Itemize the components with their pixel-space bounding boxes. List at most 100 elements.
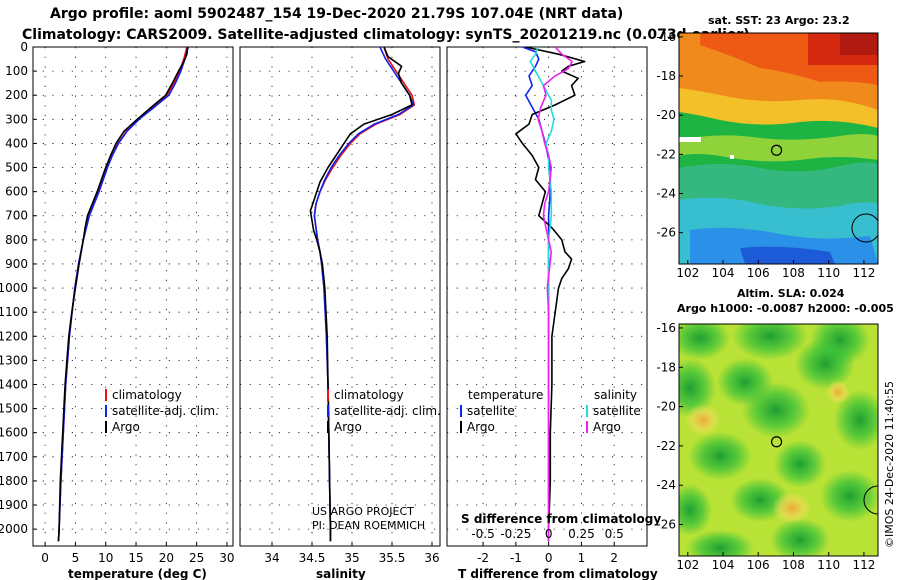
salinity-xtick-label: 35 (344, 551, 359, 565)
difference-xtick-label: -2 (477, 551, 489, 565)
salinity-xtick-label: 35.5 (379, 551, 406, 565)
difference-xtick-label: 1 (578, 551, 586, 565)
temperature-xtick-label: 30 (219, 551, 234, 565)
depth-tick-label: 1400 (0, 377, 28, 391)
map-ytick-label: -18 (656, 69, 676, 83)
float-location-marker (770, 144, 783, 156)
depth-axis: 0 100 200 300 400 500 600 700 800 900 1000 1100 1200… (0, 40, 37, 536)
difference-xlabel: T difference from climatology (458, 567, 658, 580)
map-ytick-label: -18 (656, 360, 676, 374)
map-xtick-label: 110 (817, 558, 840, 572)
depth-tick-label: 0 (20, 40, 28, 54)
depth-tick-label: 300 (5, 112, 28, 126)
depth-tick-label: 600 (5, 185, 28, 199)
depth-tick-label: 100 (5, 64, 28, 78)
temperature-xtick-label: 25 (189, 551, 204, 565)
temperature-xtick-label: 0 (41, 551, 49, 565)
map-ytick-label: -22 (656, 439, 676, 453)
temperature-xlabel: temperature (deg C) (68, 567, 207, 580)
temperature-plot-area (32, 46, 234, 547)
legend-label-satellite: satellite-adj. clim. (334, 404, 441, 418)
temperature-panel: 0 5 10 15 20 25 30 (32, 46, 235, 565)
map-ytick-label: -22 (656, 147, 676, 161)
depth-tick-label: 1100 (0, 305, 28, 319)
difference-legend: temperature salinity satellite Argo sate… (460, 388, 641, 434)
map-xtick-label: 112 (852, 558, 875, 572)
depth-tick-label: 700 (5, 209, 28, 223)
map-ytick-label: -20 (656, 400, 676, 414)
legend-label-temperature-argo: Argo (467, 420, 495, 434)
legend-header-salinity: salinity (594, 388, 637, 402)
map-xtick-label: 108 (782, 558, 805, 572)
legend-label-satellite: satellite-adj. clim. (112, 404, 219, 418)
sla-map: 102 104 106 108 110 112 -16 -18 -20 -22 -24 -26 (656, 321, 879, 572)
temperature-xtick-label: 5 (72, 551, 80, 565)
map-xtick-label: 106 (747, 266, 770, 280)
salinity-panel: 34 34.5 35 35.5 36 (239, 46, 441, 565)
legend-label-argo: Argo (334, 420, 362, 434)
difference-xtick-label: -1 (510, 551, 522, 565)
climatology-title: Climatology: CARS2009. Satellite-adjuste… (22, 27, 750, 43)
map-ytick-label: -20 (656, 108, 676, 122)
temperature-xtick-label: 20 (159, 551, 174, 565)
salinity-plot-area (239, 46, 441, 547)
depth-tick-label: 1500 (0, 402, 28, 416)
series-line-salinity-argo (537, 46, 574, 542)
legend-label-salinity-argo: Argo (593, 420, 621, 434)
legend-label-climatology: climatology (334, 388, 404, 402)
temperature-legend: climatology satellite-adj. clim. Argo (105, 388, 219, 434)
series-line-temperature-argo (515, 46, 586, 542)
legend-label-salinity-satellite: satellite (593, 404, 641, 418)
map-ytick-label: -26 (656, 518, 676, 532)
map-xtick-label: 112 (852, 266, 875, 280)
difference-xtick-label: 0 (545, 551, 553, 565)
map-xtick-label: 102 (676, 266, 699, 280)
depth-tick-label: 500 (5, 161, 28, 175)
s-difference-tick-label: -0.25 (500, 527, 531, 541)
s-difference-tick-label: 0.5 (605, 527, 624, 541)
series-line-argo (57, 46, 189, 542)
series-line-argo (309, 46, 413, 542)
s-difference-ticks: -0.5 -0.25 0 0.25 0.5 (471, 527, 623, 541)
legend-header-temperature: temperature (468, 388, 543, 402)
project-credit: US ARGO PROJECT (312, 505, 414, 518)
legend-label-climatology: climatology (112, 388, 182, 402)
s-difference-tick-label: 0 (545, 527, 553, 541)
depth-tick-label: 900 (5, 257, 28, 271)
sst-title: sat. SST: 23 Argo: 23.2 (708, 14, 850, 27)
sst-map: 102 104 106 108 110 112 -16 -18 -20 -22 -24 -26 (656, 30, 879, 280)
depth-tick-label: 1600 (0, 426, 28, 440)
temperature-xtick-label: 10 (98, 551, 113, 565)
difference-xtick-label: 2 (610, 551, 618, 565)
legend-label-argo: Argo (112, 420, 140, 434)
depth-tick-label: 1300 (0, 353, 28, 367)
depth-tick-label: 1900 (0, 498, 28, 512)
depth-tick-label: 800 (5, 233, 28, 247)
map-ytick-label: -24 (656, 478, 676, 492)
map-xtick-label: 108 (782, 266, 805, 280)
depth-tick-label: 1200 (0, 329, 28, 343)
depth-tick-label: 1700 (0, 450, 28, 464)
difference-panel: -2 -1 0 1 2 (446, 46, 648, 565)
s-difference-label: S difference from climatology (461, 512, 661, 526)
imos-credit: ©IMOS 24-Dec-2020 11:40:55 (883, 381, 896, 548)
salinity-xtick-label: 34 (264, 551, 279, 565)
map-xtick-label: 102 (676, 558, 699, 572)
map-ytick-label: -16 (656, 321, 676, 335)
salinity-xlabel: salinity (316, 567, 366, 580)
map-xtick-label: 104 (712, 558, 735, 572)
profile-title: Argo profile: aoml 5902487_154 19-Dec-20… (50, 6, 624, 22)
sla-subtitle: Argo h1000: -0.0087 h2000: -0.005 (677, 302, 894, 315)
map-xtick-label: 110 (817, 266, 840, 280)
sla-title: Altim. SLA: 0.024 (737, 287, 845, 300)
depth-tick-label: 1000 (0, 281, 28, 295)
legend-label-temperature-satellite: satellite (467, 404, 515, 418)
depth-tick-label: 200 (5, 88, 28, 102)
map-ytick-label: -24 (656, 187, 676, 201)
salinity-legend: climatology satellite-adj. clim. Argo (327, 388, 441, 434)
s-difference-tick-label: -0.5 (471, 527, 494, 541)
s-difference-tick-label: 0.25 (568, 527, 595, 541)
map-ytick-label: -16 (656, 30, 676, 44)
salinity-xtick-label: 36 (424, 551, 439, 565)
